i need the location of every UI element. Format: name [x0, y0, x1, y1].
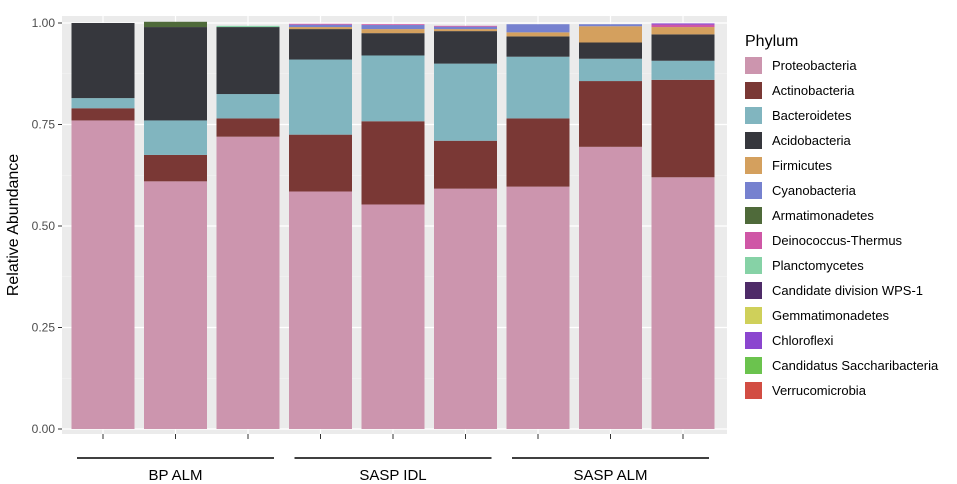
legend-label: Firmicutes — [772, 158, 832, 173]
bar-segment — [216, 27, 280, 95]
legend-key — [745, 282, 762, 299]
legend-key — [745, 132, 762, 149]
bar-segment — [434, 188, 497, 429]
bar-segment — [71, 23, 135, 99]
legend-label: Bacteroidetes — [772, 108, 852, 123]
bar-segment — [144, 27, 207, 121]
legend-label: Candidatus Saccharibacteria — [772, 358, 939, 373]
bar-segment — [216, 118, 280, 137]
y-axis: 0.00 0.25 0.50 0.75 1.00 — [32, 16, 62, 436]
bar-segment — [579, 81, 642, 147]
legend-label: Candidate division WPS-1 — [772, 283, 923, 298]
bar-segment — [434, 29, 497, 32]
group-label: BP ALM — [149, 467, 203, 484]
legend-label: Acidobacteria — [772, 133, 852, 148]
legend-label: Proteobacteria — [772, 58, 857, 73]
bar-segment — [71, 98, 135, 109]
legend-title: Phylum — [745, 33, 798, 50]
legend-key — [745, 107, 762, 124]
bar-segment — [144, 21, 207, 28]
x-axis — [102, 434, 684, 439]
bar-segment — [506, 24, 570, 33]
bar-segment — [144, 154, 207, 182]
legend-label: Chloroflexi — [772, 333, 834, 348]
group-labels: BP ALM SASP IDL SASP ALM — [77, 457, 709, 484]
bar-segment — [71, 120, 135, 429]
legend-key — [745, 382, 762, 399]
bar-segment — [434, 25, 497, 27]
bar-segment — [289, 27, 352, 30]
bar-segment — [144, 120, 207, 155]
legend-label: Planctomycetes — [772, 258, 864, 273]
legend-key — [745, 257, 762, 274]
bar-segment — [289, 59, 352, 135]
y-tick-label: 1.00 — [32, 16, 56, 30]
bar-segment — [216, 25, 280, 28]
bar-segment — [361, 25, 425, 30]
y-axis-title: Relative Abundance — [5, 154, 22, 296]
bar-segment — [289, 134, 352, 192]
group-label: SASP IDL — [359, 467, 426, 484]
bar-segment — [216, 136, 280, 429]
y-tick-label: 0.00 — [32, 422, 56, 436]
bar-segment — [144, 181, 207, 429]
bar-segment — [289, 24, 352, 28]
bar-segment — [506, 118, 570, 187]
bar-segment — [361, 121, 425, 205]
y-tick-label: 0.25 — [32, 321, 56, 335]
bar-segment — [579, 146, 642, 429]
group-label: SASP ALM — [574, 467, 648, 484]
legend-key — [745, 332, 762, 349]
bar-segment — [651, 60, 715, 80]
bar-segment — [651, 79, 715, 178]
bars — [71, 21, 715, 429]
legend-key — [745, 157, 762, 174]
bar-segment — [506, 186, 570, 429]
bar-segment — [361, 55, 425, 122]
legend-key — [745, 232, 762, 249]
legend-label: Cyanobacteria — [772, 183, 857, 198]
bar-segment — [71, 108, 135, 121]
legend-key — [745, 82, 762, 99]
bar-segment — [579, 24, 642, 27]
bar-segment — [651, 24, 715, 28]
legend-label: Verrucomicrobia — [772, 383, 867, 398]
bar-segment — [651, 27, 715, 35]
bar-segment — [506, 56, 570, 119]
bar-segment — [434, 26, 497, 30]
bar-segment — [289, 191, 352, 429]
bar-segment — [434, 31, 497, 64]
legend-label: Actinobacteria — [772, 83, 855, 98]
bar-segment — [651, 23, 715, 25]
bar-segment — [579, 26, 642, 43]
y-tick-label: 0.75 — [32, 118, 56, 132]
bar-segment — [289, 23, 352, 25]
legend: Proteobacteria Actinobacteria Bacteroidete… — [745, 57, 939, 399]
bar-segment — [361, 29, 425, 34]
bar-segment — [361, 24, 425, 26]
bar-segment — [434, 140, 497, 189]
legend-key — [745, 207, 762, 224]
bar-segment — [506, 36, 570, 57]
bar-segment — [579, 42, 642, 59]
legend-key — [745, 307, 762, 324]
bar-segment — [361, 33, 425, 56]
bar-segment — [651, 177, 715, 429]
legend-key — [745, 182, 762, 199]
legend-label: Deinococcus-Thermus — [772, 233, 903, 248]
legend-label: Gemmatimonadetes — [772, 308, 890, 323]
legend-key — [745, 57, 762, 74]
bar-segment — [506, 32, 570, 37]
legend-label: Armatimonadetes — [772, 208, 874, 223]
bar-segment — [434, 63, 497, 141]
bar-segment — [216, 94, 280, 119]
legend-key — [745, 357, 762, 374]
y-tick-label: 0.50 — [32, 219, 56, 233]
bar-segment — [289, 29, 352, 60]
bar-segment — [651, 34, 715, 61]
bar-segment — [579, 58, 642, 82]
bar-segment — [361, 204, 425, 429]
